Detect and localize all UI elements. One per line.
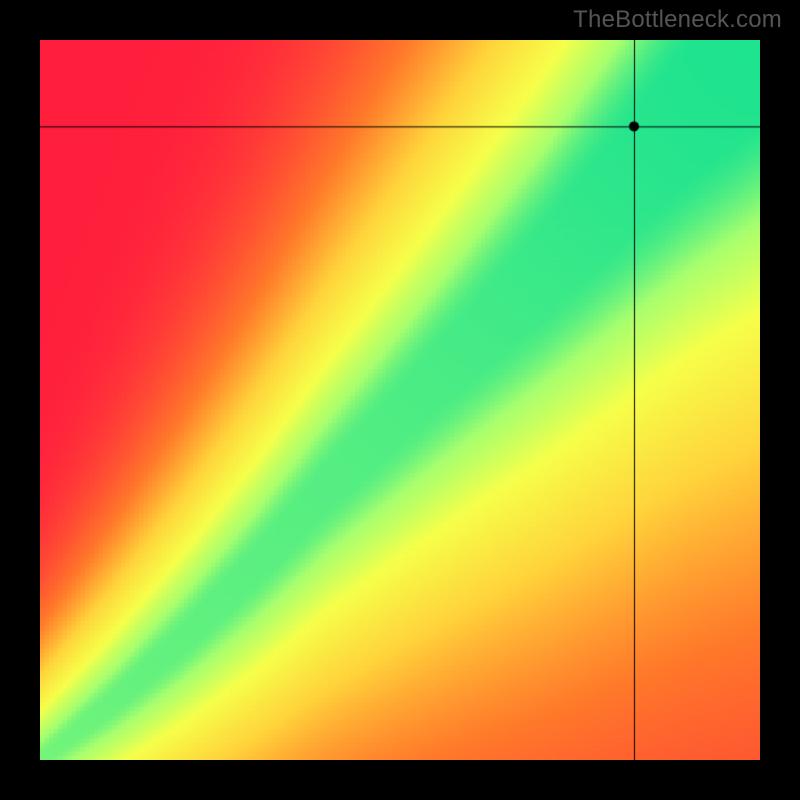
chart-container: TheBottleneck.com: [0, 0, 800, 800]
heatmap-canvas: [40, 40, 760, 760]
watermark-text: TheBottleneck.com: [573, 6, 782, 34]
